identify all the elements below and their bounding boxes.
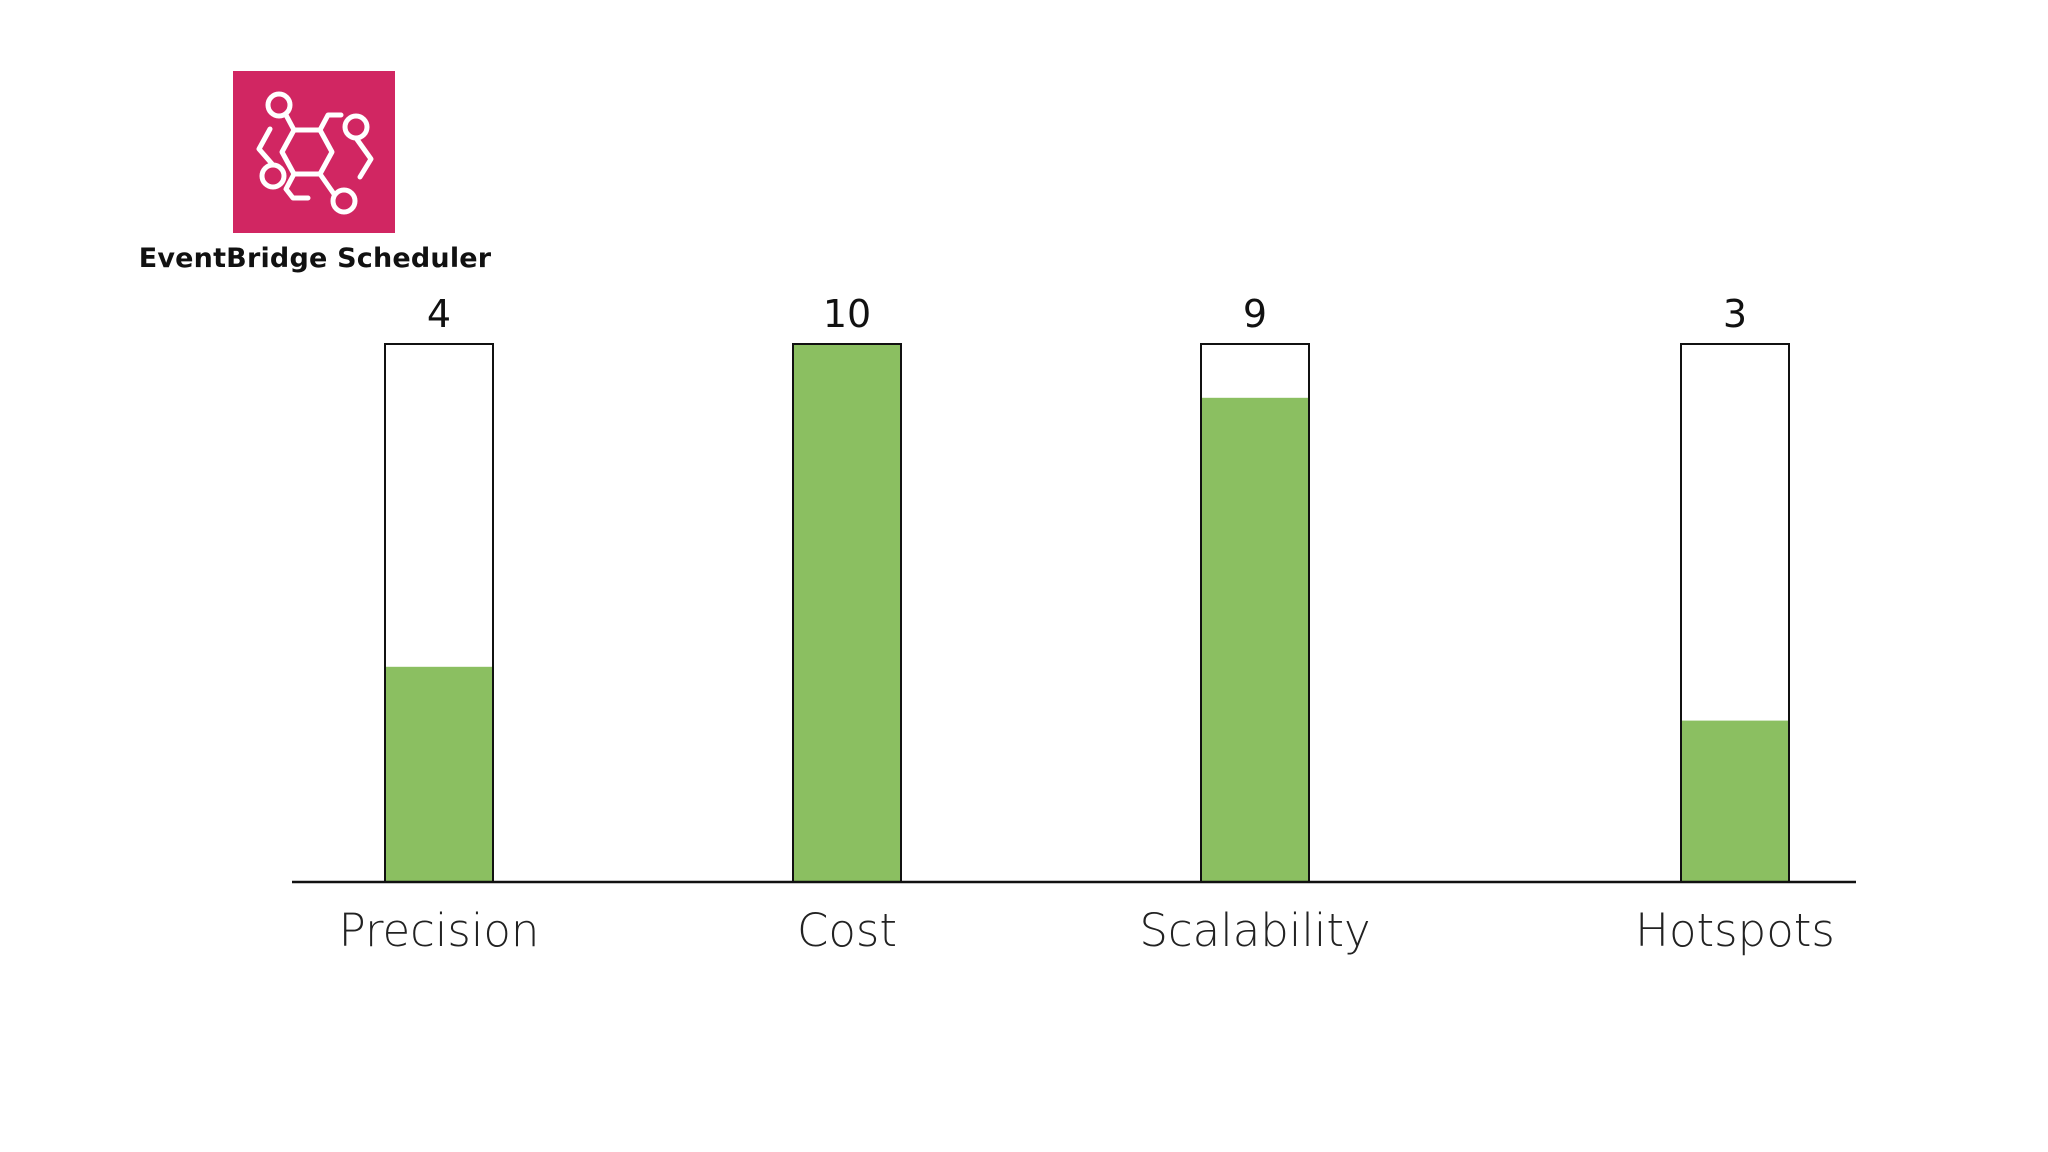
bar-scalability (1202, 397, 1308, 882)
value-label-scalability: 9 (1243, 292, 1267, 336)
brand-name: EventBridge Scheduler (138, 243, 492, 274)
category-label-cost: Cost (797, 904, 897, 957)
category-label-scalability: Scalability (1139, 904, 1370, 957)
value-label-cost: 10 (823, 292, 871, 336)
value-label-hotspots: 3 (1723, 292, 1747, 336)
eventbridge-scheduler-icon (233, 71, 395, 233)
value-label-precision: 4 (427, 292, 451, 336)
bar-hotspots (1682, 720, 1788, 882)
category-label-precision: Precision (339, 904, 540, 957)
category-label-hotspots: Hotspots (1635, 904, 1835, 957)
bar-precision (386, 666, 492, 882)
bar-cost (794, 344, 900, 882)
